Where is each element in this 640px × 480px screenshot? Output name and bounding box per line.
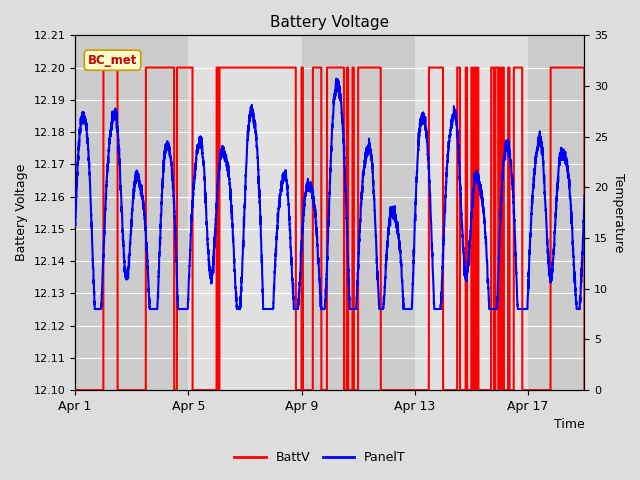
Bar [415,36,528,390]
Title: Battery Voltage: Battery Voltage [270,15,389,30]
Y-axis label: Battery Voltage: Battery Voltage [15,164,28,262]
Text: BC_met: BC_met [88,54,137,67]
Y-axis label: Temperature: Temperature [612,173,625,252]
Bar [301,36,415,390]
Legend: BattV, PanelT: BattV, PanelT [229,446,411,469]
X-axis label: Time: Time [554,419,584,432]
Bar [75,36,188,390]
Bar [188,36,301,390]
Bar [528,36,584,390]
